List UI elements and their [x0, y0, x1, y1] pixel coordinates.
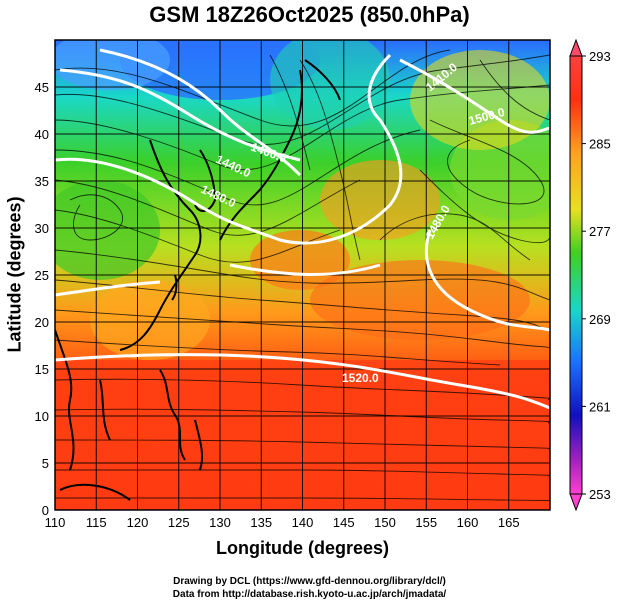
x-tick-label: 145 — [333, 515, 355, 530]
x-tick-label: 150 — [374, 515, 396, 530]
credit-data: Data from http://database.rish.kyoto-u.a… — [172, 589, 447, 600]
y-tick-label: 15 — [35, 362, 49, 377]
y-tick-label: 0 — [42, 503, 49, 518]
y-tick-label: 10 — [35, 409, 49, 424]
x-tick-label: 135 — [250, 515, 272, 530]
colorbar-tick-label: 285 — [589, 137, 611, 152]
x-tick-label: 130 — [209, 515, 231, 530]
y-tick-label: 35 — [35, 174, 49, 189]
x-tick-label: 165 — [498, 515, 520, 530]
y-tick-label: 25 — [35, 268, 49, 283]
colorbar-tick-label: 253 — [589, 487, 611, 502]
x-tick-label: 110 — [45, 515, 66, 530]
y-tick-label: 30 — [35, 221, 49, 236]
y-axis-label: Latitude (degrees) — [4, 196, 25, 353]
colorbar-bottom-arrow — [569, 493, 583, 512]
x-tick-label: 125 — [168, 515, 190, 530]
contour-label: 1520.0 — [342, 371, 379, 385]
coastlines — [55, 59, 341, 501]
temperature-field — [55, 40, 550, 510]
colorbar-top-arrow — [569, 38, 583, 57]
y-axis-ticks: 0 5 10 15 20 25 30 35 40 45 — [35, 80, 49, 518]
credit-drawing: Drawing by DCL (https://www.gfd-dennou.o… — [173, 576, 446, 587]
colorbar-tick-label: 261 — [589, 399, 611, 414]
y-tick-label: 5 — [42, 456, 49, 471]
height-contours — [55, 48, 550, 410]
lat-lon-grid — [54, 40, 550, 511]
x-axis-label: Longitude (degrees) — [215, 538, 389, 558]
colorbar-tick-label: 293 — [589, 49, 611, 64]
colorbar: 293 285 277 269 261 253 — [569, 38, 611, 512]
colorbar-tick-label: 269 — [589, 312, 611, 327]
x-tick-label: 140 — [292, 515, 314, 530]
y-tick-label: 40 — [35, 127, 49, 142]
x-tick-label: 160 — [457, 515, 479, 530]
x-axis-ticks: 110 115 120 125 130 135 140 145 150 155 160 165 — [45, 515, 520, 530]
plot-frame — [54, 39, 551, 511]
y-tick-label: 20 — [35, 315, 49, 330]
y-tick-label: 45 — [35, 80, 49, 95]
map-title: GSM 18Z26Oct2025 (850.0hPa) — [149, 2, 470, 27]
credits: Drawing by DCL (https://www.gfd-dennou.o… — [0, 575, 619, 601]
colorbar-scale — [569, 55, 583, 495]
x-tick-label: 155 — [415, 515, 437, 530]
x-tick-label: 115 — [86, 515, 107, 530]
colorbar-tick-label: 277 — [589, 224, 611, 239]
x-tick-label: 120 — [127, 515, 149, 530]
